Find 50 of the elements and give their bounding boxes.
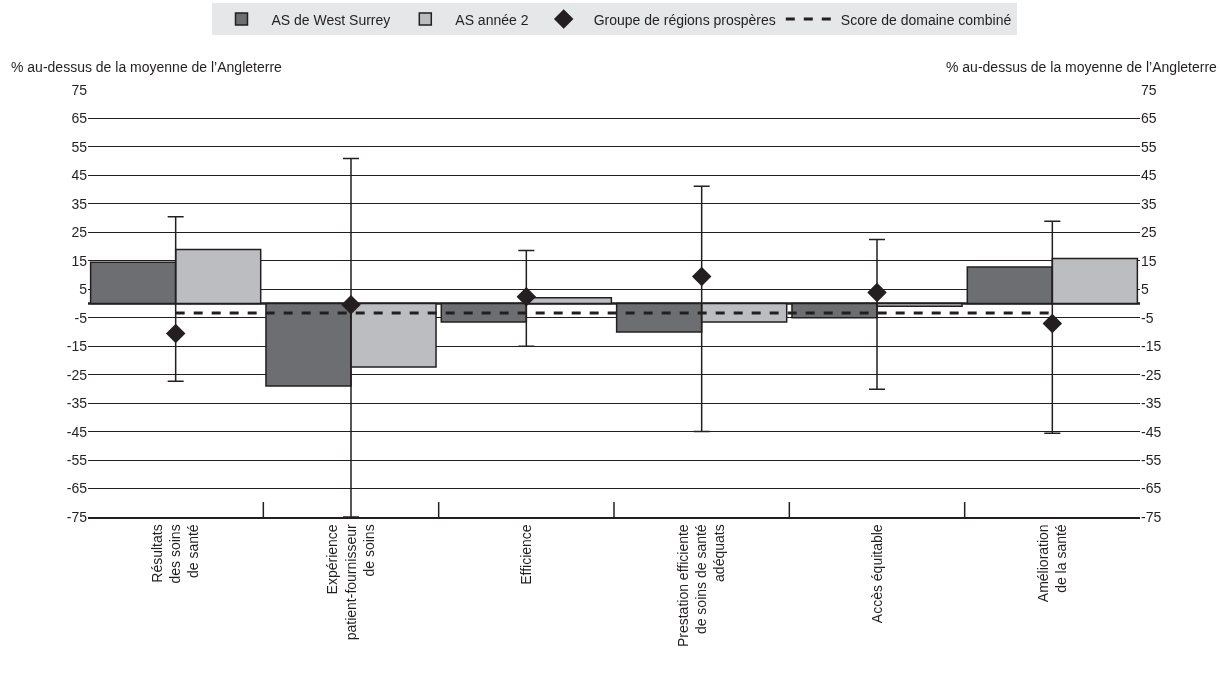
point (341, 294, 361, 315)
point (691, 266, 712, 287)
y2-tick-label: 35 (1141, 195, 1157, 212)
x-tick-label: Expérience patient-fournisseur de soins (324, 524, 377, 641)
y2-tick-label: -65 (1141, 480, 1162, 497)
x-tick-label: Prestation efficiente de soins de santé adéquats (675, 524, 728, 648)
legend-label: AS de West Surrey (271, 11, 391, 28)
y2-tick-label: -25 (1141, 366, 1162, 383)
legend-label: AS année 2 (455, 11, 529, 28)
y-tick-label: -75 (66, 508, 88, 525)
y2-tick-label: 15 (1141, 252, 1157, 269)
y-tick-label: -35 (66, 395, 88, 412)
y2-tick-label: -55 (1141, 451, 1162, 468)
y2-tick-label: 25 (1141, 224, 1157, 241)
point (165, 323, 186, 344)
y2-tick-label: 75 (1141, 81, 1157, 98)
x-tick-label: Résultats des soins de santé (149, 524, 202, 584)
y-tick-label: 75 (71, 81, 88, 98)
y-tick-label: 25 (71, 224, 88, 241)
y-tick-label: -25 (66, 366, 88, 383)
y2-tick-label: -45 (1141, 423, 1162, 440)
y2-tick-label: 5 (1141, 281, 1149, 298)
y-tick-label: -55 (66, 451, 88, 468)
y2-tick-label: -15 (1141, 338, 1162, 355)
x-tick-label: Efficience (517, 524, 534, 585)
legend-label: Groupe de régions prospères (593, 11, 776, 28)
y-tick-label: 65 (71, 110, 88, 127)
y-tick-label: -15 (66, 338, 88, 355)
y2-axis-title: % au-dessus de la moyenne de l’Angleterre (946, 59, 1218, 75)
y-tick-label: -65 (66, 480, 88, 497)
y2-tick-label: 65 (1141, 110, 1157, 127)
y-tick-label: 45 (71, 167, 88, 184)
y-tick-label: 15 (71, 252, 88, 269)
y2-tick-label: 55 (1141, 138, 1157, 155)
x-tick-label: Accès équitable (868, 524, 885, 624)
point (867, 282, 887, 303)
y-tick-label: 55 (71, 138, 88, 155)
y-tick-label: 5 (79, 281, 88, 298)
point (1042, 313, 1063, 334)
y-tick-label: -5 (74, 309, 88, 326)
point (516, 286, 537, 307)
x-tick-label: Amélioration de la santé (1034, 524, 1069, 603)
y2-tick-label: -5 (1141, 309, 1154, 326)
y2-tick-label: -35 (1141, 395, 1162, 412)
y-tick-label: 35 (71, 195, 88, 212)
y-tick-label: -45 (66, 423, 88, 440)
legend-label: Score de domaine combiné (840, 11, 1012, 28)
y2-tick-label: -75 (1141, 508, 1162, 525)
y2-tick-label: 45 (1141, 167, 1157, 184)
y-axis-title: % au-dessus de la moyenne de l’Angleterre (11, 59, 283, 75)
